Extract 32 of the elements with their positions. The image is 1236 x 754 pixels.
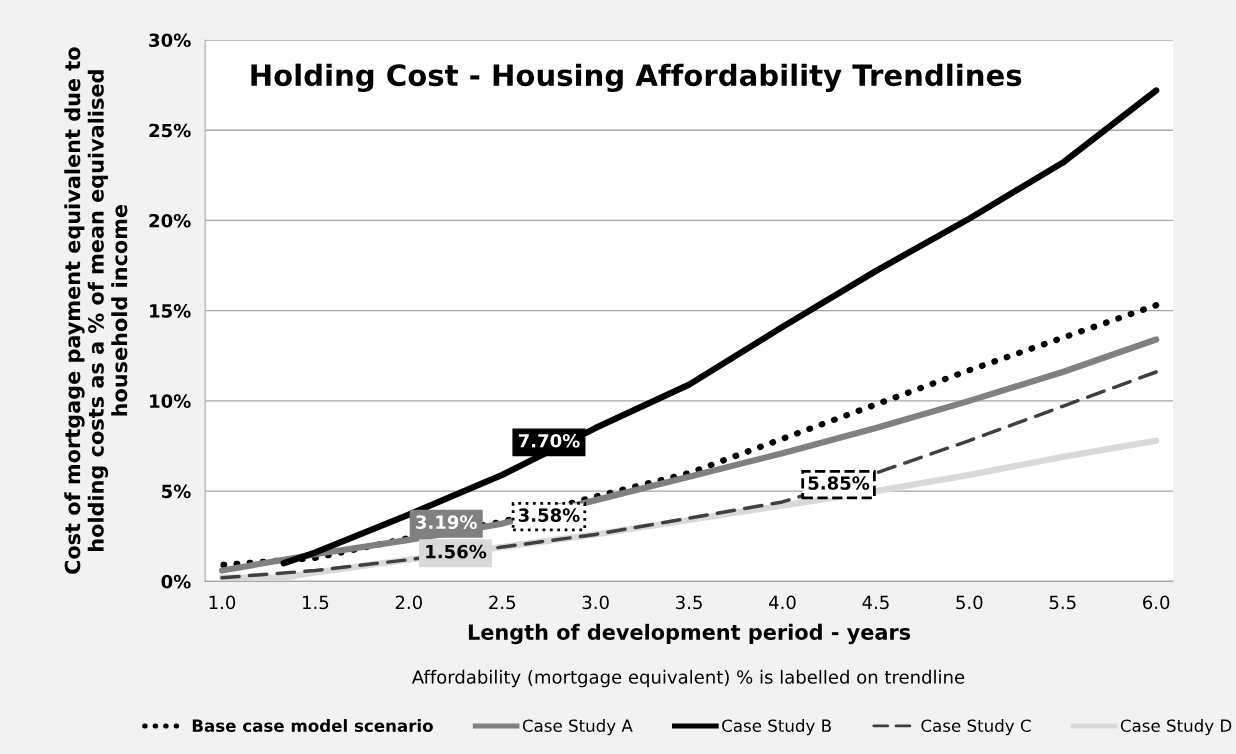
annotation: 3.58% xyxy=(518,508,580,522)
legend-label: Case Study C xyxy=(921,719,1031,736)
annotation: 3.19% xyxy=(416,515,477,530)
x-tick-label: 2.0 xyxy=(395,595,422,610)
y-tick-label: 25% xyxy=(149,123,191,138)
x-tick-label: 1.5 xyxy=(303,595,329,610)
y-tick-label: 5% xyxy=(162,484,191,499)
annotation: 5.85% xyxy=(808,476,870,490)
legend-label: Case Study A xyxy=(522,719,633,736)
y-tick-label: 15% xyxy=(150,304,191,318)
x-axis-title: Length of development period - years xyxy=(468,623,911,645)
legend-label: Base case model scenario xyxy=(192,719,433,732)
y-axis-title: Cost of mortgage payment equivalent due to holding costs as a % of mean equivalised household income xyxy=(64,47,128,574)
x-tick-label: 3.5 xyxy=(676,595,702,610)
y-tick-label: 30% xyxy=(149,33,191,48)
annotation: 1.56% xyxy=(426,544,487,559)
x-tick-label: 6.0 xyxy=(1143,595,1170,610)
y-tick-label: 10% xyxy=(150,394,191,408)
x-tick-label: 4.0 xyxy=(769,595,796,610)
text: Holding Cost - Housing Affordability Trendlines xyxy=(251,63,1022,93)
x-tick-label: 5.5 xyxy=(1049,595,1076,610)
annotation: 7.70% xyxy=(518,433,580,448)
x-tick-label: 1.0 xyxy=(209,595,236,610)
x-tick-label: 3.0 xyxy=(582,595,609,610)
legend-label: Case Study D xyxy=(1120,719,1232,736)
y-tick-label: 0% xyxy=(161,574,191,589)
legend-label: Case Study B xyxy=(722,719,831,736)
x-tick-label: 2.5 xyxy=(489,595,516,610)
y-tick-label: 20% xyxy=(149,213,191,228)
text: Affordability (mortgage equivalent) % is labelled on trendline xyxy=(411,669,965,688)
x-tick-label: 4.5 xyxy=(862,595,889,610)
x-tick-label: 5.0 xyxy=(956,595,983,610)
